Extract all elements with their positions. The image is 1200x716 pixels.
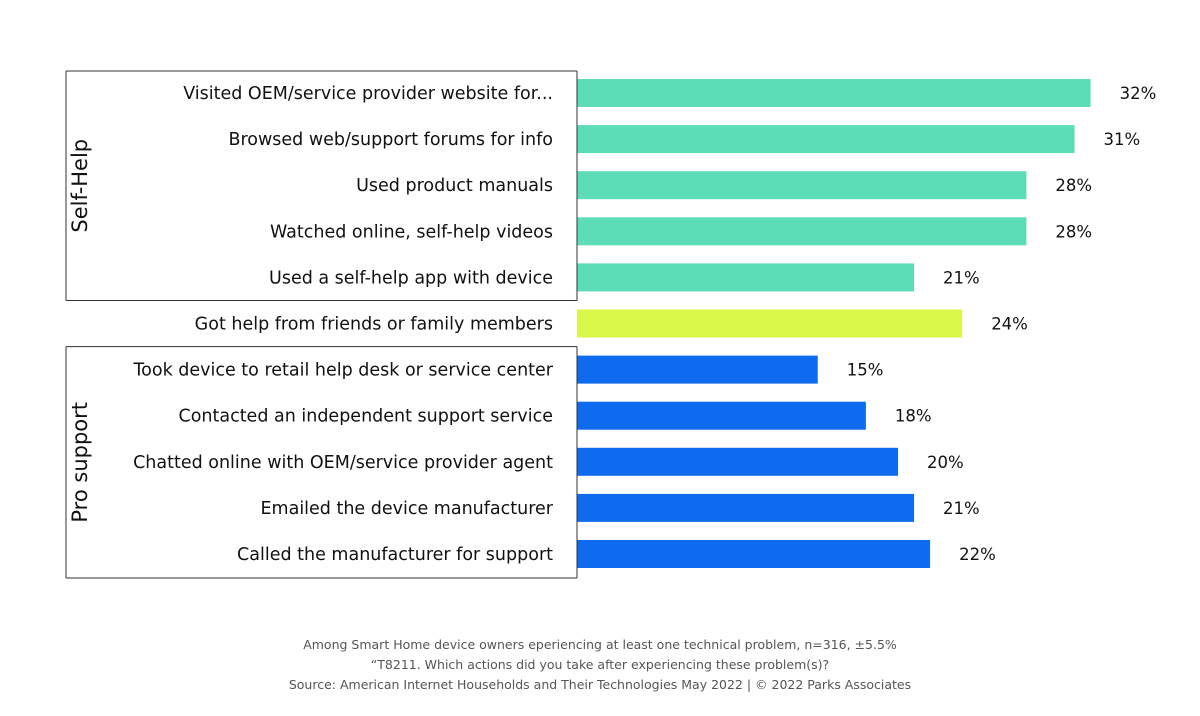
bar: [577, 263, 915, 292]
bar: [577, 401, 866, 430]
data-label: 20%: [927, 453, 964, 472]
bar: [577, 355, 818, 384]
category-label: Visited OEM/service provider website for…: [183, 84, 553, 104]
category-label: Got help from friends or family members: [195, 315, 553, 335]
category-label: Watched online, self-help videos: [270, 222, 553, 242]
group-label: Pro support: [68, 402, 92, 523]
category-label: Used product manuals: [356, 176, 553, 196]
bar: [577, 171, 1027, 200]
bar: [577, 540, 931, 568]
footnotes: Among Smart Home device owners eperienci…: [0, 635, 1200, 695]
data-label: 15%: [847, 361, 884, 380]
category-label: Browsed web/support forums for info: [228, 130, 553, 150]
bar: [577, 217, 1027, 246]
data-label: 18%: [895, 407, 932, 426]
data-label: 21%: [943, 268, 980, 287]
data-label: 28%: [1055, 176, 1092, 195]
category-label: Chatted online with OEM/service provider…: [133, 453, 553, 473]
data-label: 31%: [1104, 130, 1141, 149]
data-label: 21%: [943, 499, 980, 518]
bar: [577, 309, 963, 338]
footnote-source: Source: American Internet Households and…: [288, 677, 912, 692]
footnote-question: “T8211. Which actions did you take after…: [370, 657, 830, 672]
category-label: Took device to retail help desk or servi…: [132, 361, 553, 381]
category-label: Called the manufacturer for support: [237, 545, 553, 565]
bar: [577, 125, 1075, 154]
category-label: Contacted an independent support service: [178, 407, 553, 427]
data-label: 28%: [1055, 222, 1092, 241]
bar: [577, 79, 1091, 107]
category-label: Emailed the device manufacturer: [260, 499, 553, 519]
data-label: 24%: [991, 315, 1028, 334]
bar: [577, 447, 898, 476]
data-label: 32%: [1120, 84, 1157, 103]
data-label: 22%: [959, 545, 996, 564]
group-label: Self-Help: [68, 139, 92, 233]
category-label: Used a self-help app with device: [269, 268, 553, 288]
footnote-sample: Among Smart Home device owners eperienci…: [303, 637, 897, 652]
bar: [577, 493, 915, 522]
